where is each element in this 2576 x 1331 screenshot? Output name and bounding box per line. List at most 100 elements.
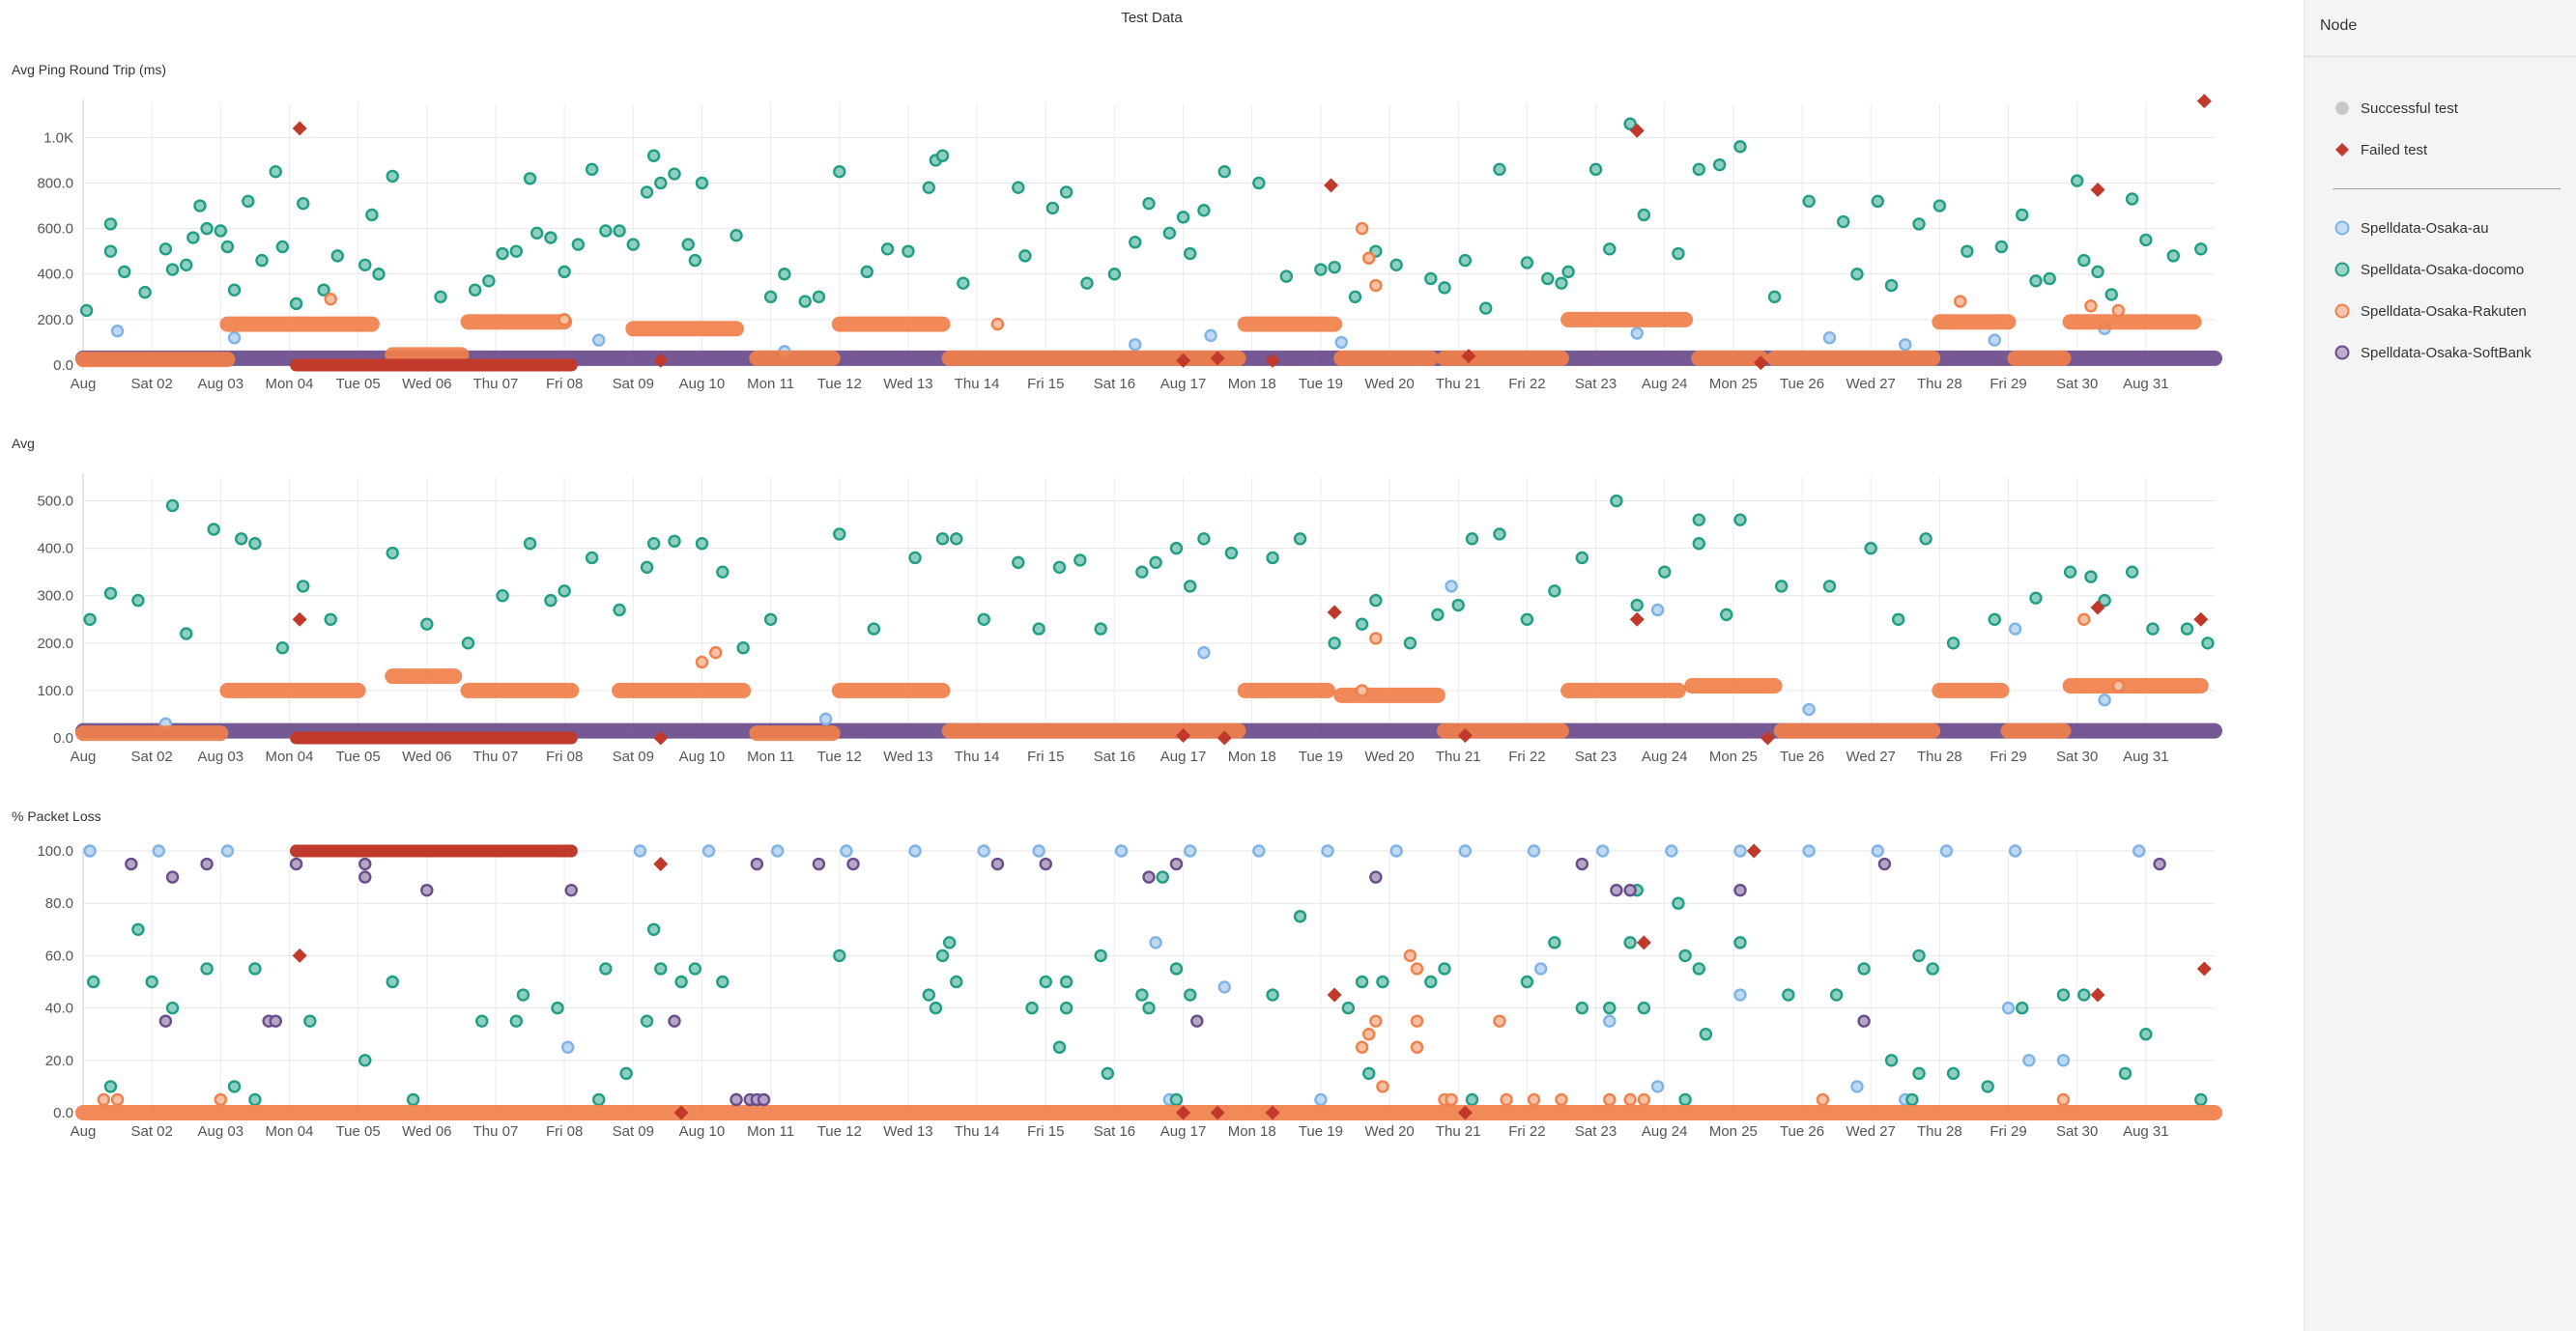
x-tick-label: Sat 02 xyxy=(130,749,172,765)
data-point xyxy=(1376,975,1389,989)
data-point xyxy=(736,641,750,655)
data-point xyxy=(1500,1092,1513,1107)
data-point xyxy=(1884,1054,1899,1067)
data-point xyxy=(1045,201,1060,215)
data-point xyxy=(1224,546,1239,560)
legend-label: Spelldata-Osaka-Rakuten xyxy=(2361,302,2527,320)
data-point xyxy=(97,1092,111,1107)
data-point xyxy=(1850,1080,1864,1093)
y-tick-label: 100.0 xyxy=(37,683,73,699)
data-point xyxy=(1073,553,1087,567)
data-point xyxy=(592,1092,606,1107)
data-point xyxy=(1369,632,1383,645)
data-point xyxy=(1465,532,1479,546)
data-point xyxy=(461,637,475,650)
data-point xyxy=(1555,276,1568,290)
data-point xyxy=(2029,591,2043,605)
page-title: Test Data xyxy=(1121,10,1183,26)
legend-item-successful-test[interactable]: Successful test xyxy=(2333,97,2458,120)
x-tick-label: Aug 24 xyxy=(1642,376,1688,392)
data-point xyxy=(1891,612,1905,626)
data-point xyxy=(1802,844,1816,858)
data-point xyxy=(558,265,571,279)
data-point xyxy=(103,1080,118,1093)
data-point xyxy=(990,317,1005,331)
data-point xyxy=(1314,1092,1328,1107)
data-point xyxy=(1135,988,1149,1002)
legend-item-osaka-rakuten[interactable]: Spelldata-Osaka-Rakuten xyxy=(2333,299,2527,323)
x-tick-label: Mon 18 xyxy=(1228,376,1276,392)
data-point xyxy=(558,584,571,598)
data-point-failed xyxy=(2196,94,2212,109)
data-point-failed xyxy=(1753,355,1768,371)
data-point xyxy=(1183,580,1197,593)
series-spelldata-osaka-rakuten xyxy=(75,221,2202,368)
data-point xyxy=(1637,1092,1651,1107)
data-point xyxy=(2194,1092,2208,1107)
x-tick-label: Wed 27 xyxy=(1846,749,1895,765)
data-point xyxy=(716,975,730,989)
data-point xyxy=(846,857,860,871)
data-point xyxy=(1389,844,1403,858)
data-point-failed xyxy=(292,121,307,136)
legend-divider xyxy=(2304,56,2576,57)
x-tick-label: Sat 23 xyxy=(1575,749,1617,765)
x-tick-label: Tue 26 xyxy=(1780,1123,1824,1140)
data-point xyxy=(1217,164,1231,179)
data-point xyxy=(1802,702,1816,717)
data-point xyxy=(1712,157,1727,172)
avg-chart[interactable]: 0.0 100.0 200.0 300.0 400.0 500.0 Aug Sat 02 Aug… xyxy=(0,0,2304,773)
data-point xyxy=(83,612,97,626)
data-point xyxy=(1630,326,1644,340)
data-point xyxy=(180,258,193,272)
x-tick-label: Wed 06 xyxy=(402,749,451,765)
data-point xyxy=(200,221,214,236)
packet-loss-chart[interactable]: 0.0 20.0 40.0 60.0 80.0 100.0 Aug Sat 02 Aug 03 M… xyxy=(0,0,2304,1149)
data-point xyxy=(386,546,399,560)
x-tick-label: Aug 17 xyxy=(1160,1123,1207,1140)
data-point xyxy=(1156,870,1169,884)
data-point xyxy=(1162,226,1177,241)
x-tick-label: Aug 24 xyxy=(1642,749,1688,765)
data-point xyxy=(1451,598,1465,612)
data-point xyxy=(1493,527,1506,541)
data-point xyxy=(1252,844,1266,858)
data-point xyxy=(523,537,537,551)
data-point xyxy=(1603,242,1617,256)
data-point xyxy=(2077,988,2091,1002)
data-point xyxy=(1678,1092,1692,1107)
x-tick-label: Thu 21 xyxy=(1436,749,1481,765)
data-point xyxy=(1658,565,1672,579)
data-point xyxy=(695,655,709,669)
legend-item-failed-test[interactable]: Failed test xyxy=(2333,138,2427,161)
x-tick-label: Tue 05 xyxy=(336,749,381,765)
data-point xyxy=(269,1014,282,1028)
data-point xyxy=(496,246,509,261)
data-point xyxy=(1355,975,1369,989)
ping-round-trip-chart[interactable]: 0.0 200.0 400.0 600.0 800.0 1.0K Aug Sat 02 Aug … xyxy=(0,0,2304,406)
data-point xyxy=(560,1040,575,1054)
data-point xyxy=(1362,251,1376,265)
data-point xyxy=(564,883,578,897)
data-point xyxy=(152,844,165,858)
data-point xyxy=(1665,844,1678,858)
data-point xyxy=(289,297,303,311)
legend-item-osaka-au[interactable]: Spelldata-Osaka-au xyxy=(2333,216,2489,240)
legend-item-osaka-softbank[interactable]: Spelldata-Osaka-SoftBank xyxy=(2333,341,2532,364)
data-point xyxy=(646,149,661,162)
legend-item-osaka-docomo[interactable]: Spelldata-Osaka-docomo xyxy=(2333,258,2524,281)
data-point xyxy=(509,244,524,258)
y-tick-label: 400.0 xyxy=(37,267,73,283)
data-point xyxy=(110,324,125,338)
data-point xyxy=(688,253,702,268)
data-point xyxy=(1610,494,1623,508)
data-point xyxy=(117,265,131,279)
series-failed-test xyxy=(290,843,2212,1120)
data-point-failed xyxy=(653,730,669,746)
x-tick-label: Aug 24 xyxy=(1642,1123,1688,1140)
data-point xyxy=(1328,637,1341,650)
data-point xyxy=(207,523,220,536)
data-point xyxy=(1603,1092,1617,1107)
data-point xyxy=(2098,694,2111,707)
x-tick-label: Aug 17 xyxy=(1160,376,1207,392)
